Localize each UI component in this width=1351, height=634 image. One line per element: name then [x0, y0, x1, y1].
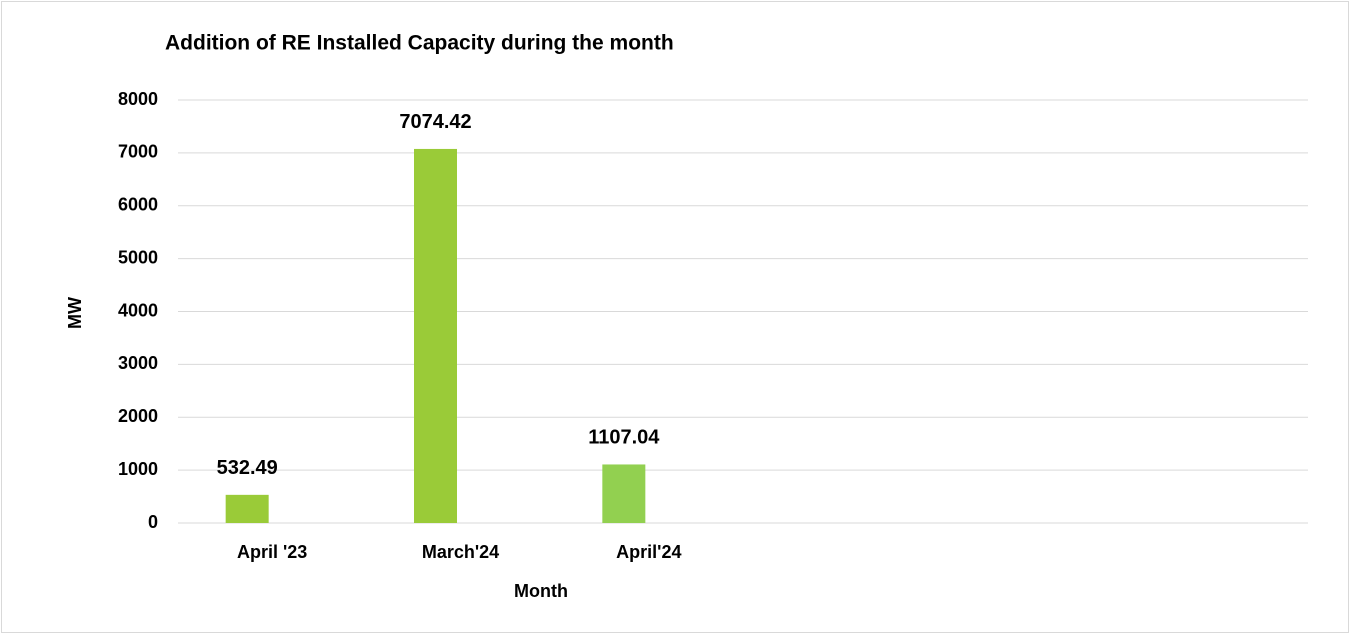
bar: [602, 464, 646, 523]
y-tick-label: 8000: [118, 89, 158, 109]
y-tick-label: 0: [148, 512, 158, 532]
data-label: 532.49: [217, 457, 278, 479]
x-axis-label: Month: [514, 581, 568, 601]
x-tick-label: April '23: [237, 542, 307, 562]
bar: [414, 148, 457, 523]
y-tick-label: 6000: [118, 195, 158, 215]
data-label: 7074.42: [399, 111, 471, 133]
y-tick-label: 1000: [118, 459, 158, 479]
y-tick-label: 7000: [118, 142, 158, 162]
bar: [225, 494, 269, 523]
data-label: 1107.04: [588, 427, 660, 449]
y-axis-label: MW: [65, 297, 85, 329]
x-tick-label: April'24: [616, 542, 681, 562]
y-tick-label: 5000: [118, 247, 158, 267]
y-tick-label: 2000: [118, 406, 158, 426]
y-tick-label: 4000: [118, 300, 158, 320]
x-tick-label: March'24: [422, 542, 499, 562]
chart-title: Addition of RE Installed Capacity during…: [165, 32, 674, 55]
y-tick-label: 3000: [118, 353, 158, 373]
